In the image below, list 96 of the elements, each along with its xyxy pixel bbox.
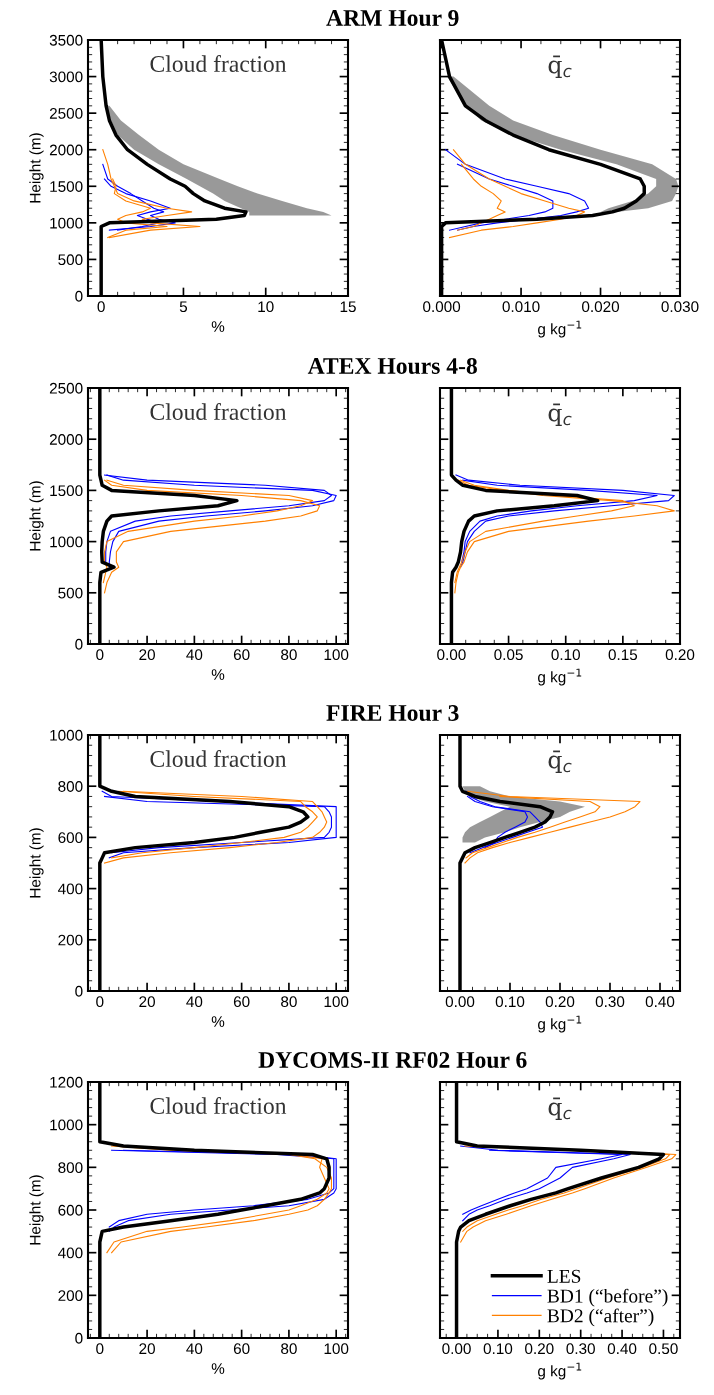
y-tick-label: 2000 [49, 434, 83, 445]
x-axis-title: % [211, 321, 225, 332]
y-tick-label: 800 [58, 1162, 83, 1174]
x-tick-label: 60 [233, 649, 250, 661]
x-tick-label: 0.50 [649, 1343, 678, 1355]
y-tick-label: 1000 [50, 217, 83, 229]
y-tick-label: 2500 [49, 382, 83, 394]
x-tick-label: 0 [96, 1343, 104, 1355]
y-tick-label: 500 [58, 587, 83, 599]
x-tick-label: 60 [233, 996, 250, 1008]
y-tick-label: 0 [75, 290, 83, 302]
x-tick-label: 0.20 [665, 649, 695, 661]
x-tick-label: 80 [281, 1343, 297, 1355]
y-axis-title: Height (m) [29, 1175, 44, 1245]
annotation: Cloud fraction [150, 1097, 287, 1114]
y-tick-label: 0 [75, 985, 83, 997]
x-tick-label: 0.00 [442, 1343, 471, 1355]
x-tick-label: 0.20 [525, 1343, 554, 1355]
y-axis-title: Height (m) [29, 828, 44, 898]
y-tick-label: 1500 [50, 485, 83, 497]
x-tick-label: 100 [324, 996, 349, 1008]
x-axis-title: % [211, 669, 225, 680]
x-tick-label: 0.30 [566, 1343, 595, 1355]
y-tick-label: 0 [75, 1332, 83, 1344]
annotation: q̄$_{c}$ [548, 55, 572, 79]
y-tick-label: 500 [58, 254, 83, 266]
y-tick-label: 1000 [50, 1119, 83, 1131]
x-axis-title: % [211, 1016, 225, 1027]
x-tick-label: 0.000 [423, 301, 461, 313]
x-tick-label: 0 [97, 301, 105, 313]
y-tick-label: 800 [58, 781, 83, 792]
legend-label: BD2 (“after”) [547, 1308, 654, 1327]
x-tick-label: 80 [281, 996, 297, 1008]
y-tick-label: 200 [58, 934, 83, 946]
chart-title: ATEX Hours 4-8 [307, 357, 477, 374]
x-tick-label: 0 [96, 996, 104, 1008]
y-tick-label: 2500 [49, 108, 83, 119]
x-tick-label: 5 [179, 301, 188, 313]
x-tick-label: 0.05 [494, 649, 523, 661]
x-tick-label: 40 [186, 996, 203, 1008]
x-tick-label: 0.030 [661, 301, 699, 313]
x-axis-title: g kg$^{−1}$ [538, 1015, 582, 1033]
chart-title: FIRE Hour 3 [326, 705, 459, 721]
x-axis-title: g kg$^{−1}$ [538, 668, 582, 686]
x-axis-title: g kg$^{−1}$ [538, 320, 582, 338]
y-tick-label: 1200 [50, 1076, 83, 1088]
x-tick-label: 0.10 [495, 996, 525, 1008]
y-tick-label: 0 [75, 638, 83, 650]
x-axis-title: g kg$^{−1}$ [538, 1362, 582, 1380]
y-tick-label: 3500 [49, 34, 83, 46]
y-tick-label: 1000 [50, 536, 83, 548]
x-tick-label: 60 [233, 1343, 250, 1355]
y-tick-label: 400 [58, 883, 83, 895]
x-tick-label: 40 [186, 1343, 203, 1355]
annotation: q̄$_{c}$ [548, 1097, 572, 1121]
x-tick-label: 0 [96, 649, 104, 661]
x-tick-label: 0.00 [437, 649, 466, 661]
x-axis-title: % [211, 1363, 225, 1374]
annotation: Cloud fraction [150, 403, 287, 420]
x-tick-label: 0.15 [608, 649, 638, 661]
y-axis-title: Height (m) [29, 481, 44, 551]
x-tick-label: 0.00 [445, 996, 475, 1008]
y-tick-label: 600 [58, 1204, 83, 1216]
x-tick-label: 100 [324, 1343, 349, 1355]
x-tick-label: 20 [139, 1343, 155, 1355]
annotation: q̄$_{c}$ [548, 750, 572, 774]
x-tick-label: 100 [324, 649, 349, 661]
x-tick-label: 0.010 [502, 301, 540, 313]
x-tick-label: 20 [139, 649, 155, 661]
x-tick-label: 0.10 [551, 649, 580, 661]
x-tick-label: 0.40 [645, 996, 675, 1008]
x-tick-label: 15 [340, 301, 356, 313]
legend-label: LES [547, 1269, 581, 1283]
x-tick-label: 0.10 [483, 1343, 513, 1355]
x-tick-label: 0.30 [595, 996, 625, 1008]
x-tick-label: 10 [258, 301, 274, 313]
legend-label: BD1 (“before”) [547, 1288, 668, 1307]
y-tick-label: 400 [58, 1247, 83, 1259]
y-tick-label: 3000 [49, 71, 83, 83]
y-tick-label: 2000 [49, 144, 83, 156]
x-tick-label: 20 [139, 996, 155, 1008]
annotation: Cloud fraction [150, 55, 287, 72]
x-tick-label: 0.40 [607, 1343, 637, 1355]
x-tick-label: 40 [186, 649, 203, 661]
annotation: Cloud fraction [150, 750, 287, 767]
chart-title: ARM Hour 9 [326, 10, 459, 26]
y-tick-label: 1500 [50, 181, 83, 192]
chart-title: DYCOMS-II RF02 Hour 6 [258, 1051, 527, 1068]
y-tick-label: 600 [58, 832, 83, 844]
y-axis-title: Height (m) [29, 133, 44, 203]
y-tick-label: 1000 [50, 729, 83, 741]
y-tick-label: 200 [58, 1290, 83, 1302]
annotation: q̄$_{c}$ [548, 403, 572, 427]
x-tick-label: 0.20 [545, 996, 575, 1008]
x-tick-label: 0.020 [582, 301, 620, 313]
x-tick-label: 80 [281, 649, 297, 661]
